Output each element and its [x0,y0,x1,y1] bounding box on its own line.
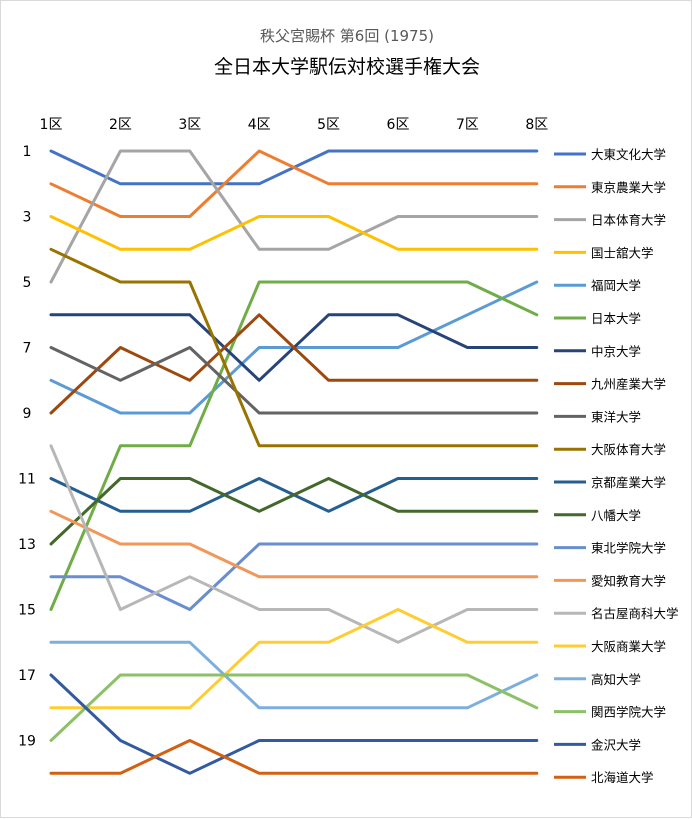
legend-label: 九州産業大学 [591,377,666,392]
legend-label: 大阪体育大学 [591,442,666,457]
series-line [49,149,539,218]
x-tick-label: 3区 [178,117,201,133]
x-tick-label: 6区 [387,117,410,133]
series-line [49,608,539,710]
legend-label: 東北学院大学 [591,541,666,556]
legend-label: 東京農業大学 [591,180,666,195]
legend-label: 福岡大学 [591,278,641,293]
y-tick-label: 11 [18,472,36,488]
legend-label: 中京大学 [591,344,641,359]
series-line [49,640,539,710]
series-line [49,542,539,611]
y-tick-label: 3 [23,210,32,226]
chart-title-line1: 秩父宮賜杯 第6回 (1975) [260,27,434,45]
series-line [49,673,539,775]
series-line [49,215,539,251]
legend: 大東文化大学東京農業大学日本体育大学国士舘大学福岡大学日本大学中京大学九州産業大… [554,147,679,785]
x-tick-label: 8区 [525,117,548,133]
x-axis-ticks: 1区 2区 3区 4区 5区 6区 7区 8区 [40,117,549,133]
series-line [49,739,539,775]
y-tick-label: 1 [23,144,32,160]
chart-title-line2: 全日本大学駅伝対校選手権大会 [214,56,480,78]
x-tick-label: 2区 [109,117,132,133]
y-tick-label: 9 [23,406,32,422]
legend-label: 愛知教育大学 [591,573,666,588]
series-line [49,346,539,415]
legend-label: 高知大学 [591,672,641,687]
legend-label: 大阪商業大学 [591,639,666,654]
legend-label: 八幡大学 [591,508,641,523]
legend-label: 大東文化大学 [591,147,666,162]
x-tick-label: 1区 [40,117,63,133]
legend-label: 名古屋商科大学 [591,606,679,621]
y-tick-label: 5 [23,275,32,291]
series-line [49,313,539,415]
legend-label: 北海道大学 [591,770,654,785]
legend-label: 東洋大学 [591,409,641,424]
series-line [49,280,539,611]
x-tick-label: 7区 [456,117,479,133]
x-tick-label: 5区 [317,117,340,133]
legend-label: 金沢大学 [591,737,641,752]
legend-label: 日本体育大学 [591,213,666,228]
series-line [49,247,539,448]
series-line [49,509,539,579]
series-line [49,444,539,644]
y-tick-label: 15 [18,603,36,619]
legend-label: 関西学院大学 [591,705,666,720]
legend-label: 国士舘大学 [591,245,654,260]
series-line [49,477,539,546]
y-tick-label: 13 [18,537,36,553]
x-tick-label: 4区 [248,117,271,133]
series-lines [49,149,539,775]
y-tick-label: 19 [18,734,36,750]
legend-label: 京都産業大学 [591,475,666,490]
series-line [49,149,539,284]
legend-label: 日本大学 [591,311,641,326]
y-tick-label: 17 [18,668,36,684]
y-tick-label: 7 [23,341,32,357]
series-line [49,673,539,742]
